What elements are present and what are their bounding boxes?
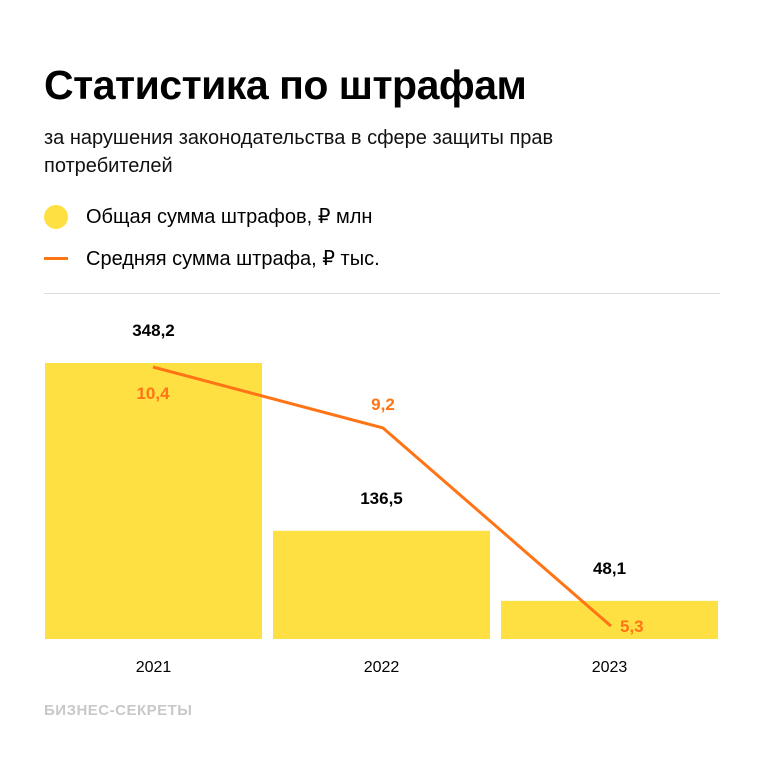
x-tick-2021: 2021 [136,659,172,676]
legend-item-line: Средняя сумма штрафа, ₽ тыс. [44,246,380,271]
line-label-2021: 10,4 [136,384,170,403]
legend-label-bar: Общая сумма штрафов, ₽ млн [86,206,373,228]
x-tick-2022: 2022 [364,659,400,676]
bar-label-2022: 136,5 [360,489,403,508]
brand-logo: БИЗНЕС-СЕКРЕТЫ [44,702,193,719]
line-label-2023: 5,3 [620,617,644,636]
legend-swatch-line [44,257,68,260]
bar-2021 [45,363,262,639]
chart-title: Статистика по штрафам [44,62,527,108]
chart-subtitle: за нарушения законодательства в сфере за… [44,127,554,177]
legend-swatch-bar [44,204,68,229]
bar-label-2023: 48,1 [593,559,626,578]
x-tick-2023: 2023 [592,659,628,676]
legend-label-line: Средняя сумма штрафа, ₽ тыс. [86,248,380,270]
legend-item-bar: Общая сумма штрафов, ₽ млн [44,204,372,229]
bar-label-2021: 348,2 [132,321,175,340]
line-label-2022: 9,2 [371,395,395,414]
bar-2023 [501,600,718,639]
divider [44,293,720,294]
bar-2022 [273,530,490,639]
